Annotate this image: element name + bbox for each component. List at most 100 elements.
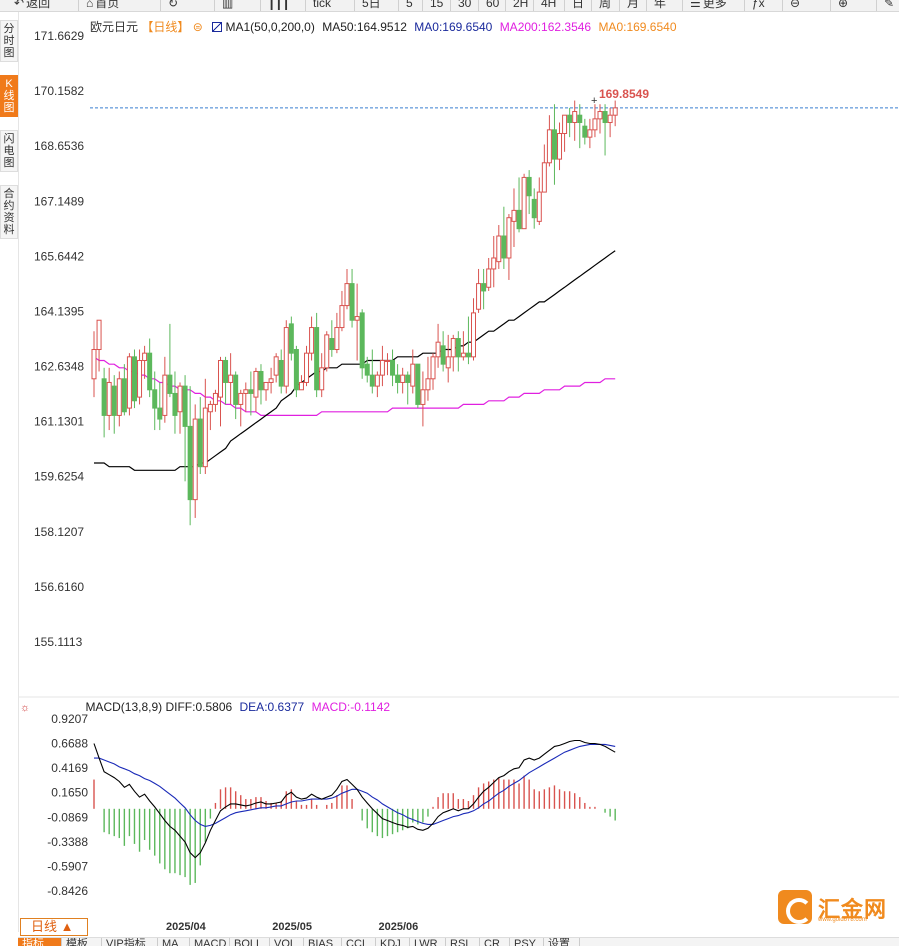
candle-body[interactable] <box>101 378 107 416</box>
indicator-tab[interactable]: PSY <box>510 938 544 946</box>
indicator-tab[interactable]: LWR <box>410 938 446 946</box>
candle-body[interactable] <box>157 407 163 420</box>
candle-body[interactable] <box>202 407 208 468</box>
candle-body[interactable] <box>491 257 497 270</box>
candle-body[interactable] <box>147 352 153 391</box>
indicator-tab[interactable]: VOL <box>270 938 304 946</box>
period-week[interactable]: 周 <box>599 0 611 11</box>
candle-body[interactable] <box>400 374 406 383</box>
candle-body[interactable] <box>96 319 102 351</box>
candle-body[interactable] <box>304 352 310 383</box>
candle-body[interactable] <box>283 327 289 387</box>
candle-body[interactable] <box>258 370 264 391</box>
sun-icon[interactable]: ☼ <box>20 702 31 714</box>
indicator-tab[interactable]: VIP指标 <box>102 938 158 946</box>
candle-body[interactable] <box>172 392 178 416</box>
candle-body[interactable] <box>374 374 380 387</box>
candle-body[interactable] <box>218 359 223 398</box>
period-selector[interactable]: 日线 ▲ <box>20 918 88 936</box>
candle-body[interactable] <box>121 378 127 413</box>
candle-body[interactable] <box>511 209 517 222</box>
indicator-tab[interactable]: MA <box>158 938 190 946</box>
zoom-in-button[interactable]: ⊕ <box>838 0 850 11</box>
candle-body[interactable] <box>562 114 568 134</box>
candle-body[interactable] <box>238 392 244 405</box>
candle-body[interactable] <box>142 352 148 361</box>
candle-body[interactable] <box>582 125 588 138</box>
period-4h[interactable]: 4H <box>541 0 556 11</box>
candle-body[interactable] <box>309 327 315 354</box>
candle-body[interactable] <box>607 114 613 124</box>
candle-body[interactable] <box>152 389 158 409</box>
tab-contract[interactable]: 合约资料 <box>0 185 18 239</box>
candle-body[interactable] <box>207 403 213 413</box>
candle-body[interactable] <box>278 359 284 387</box>
candle-body[interactable] <box>197 418 203 468</box>
period-label[interactable]: 【日线】 <box>141 20 190 34</box>
candle-body[interactable] <box>516 209 522 230</box>
period-2h[interactable]: 2H <box>513 0 528 11</box>
period-day[interactable]: 日 <box>572 0 584 11</box>
tab-flash[interactable]: 闪电图 <box>0 130 18 172</box>
candle-body[interactable] <box>248 389 254 394</box>
candle-body[interactable] <box>410 363 416 387</box>
candle-body[interactable] <box>440 345 446 365</box>
tab-timeshare[interactable]: 分时图 <box>0 20 18 62</box>
candle-body[interactable] <box>572 111 578 124</box>
candle-body[interactable] <box>126 356 132 409</box>
candle-body[interactable] <box>465 352 471 358</box>
candle-type-button[interactable]: ┃┃┃ <box>268 0 292 11</box>
candle-body[interactable] <box>602 111 608 124</box>
candle-body[interactable] <box>228 374 234 383</box>
candle-body[interactable] <box>253 370 259 398</box>
candle-body[interactable] <box>390 359 396 376</box>
candle-body[interactable] <box>486 268 492 288</box>
candle-body[interactable] <box>212 392 218 405</box>
candle-body[interactable] <box>298 381 304 391</box>
candle-body[interactable] <box>455 338 461 358</box>
candle-body[interactable] <box>324 334 330 369</box>
candle-body[interactable] <box>369 374 375 387</box>
candle-body[interactable] <box>314 327 320 391</box>
candle-body[interactable] <box>167 374 173 394</box>
checkbox-icon[interactable] <box>212 22 223 32</box>
indicator-tab[interactable]: CCI <box>342 938 376 946</box>
indicator-tab[interactable]: 指标 <box>18 938 62 946</box>
candle-body[interactable] <box>476 283 482 310</box>
indicator-tab[interactable]: RSI <box>446 938 480 946</box>
candle-body[interactable] <box>612 107 618 116</box>
candle-body[interactable] <box>430 356 436 380</box>
candle-body[interactable] <box>91 349 97 380</box>
candle-body[interactable] <box>405 374 411 383</box>
more-button[interactable]: ☰ 更多 <box>690 0 727 11</box>
candle-body[interactable] <box>354 316 360 321</box>
candle-body[interactable] <box>526 176 532 197</box>
candle-body[interactable] <box>329 338 335 351</box>
home-button[interactable]: ⌂ 首页 <box>86 0 119 11</box>
candle-body[interactable] <box>460 352 466 358</box>
indicator-tab[interactable]: MACD <box>190 938 230 946</box>
candle-body[interactable] <box>263 381 269 391</box>
period-30[interactable]: 30 <box>458 0 471 11</box>
candle-body[interactable] <box>182 385 188 427</box>
candle-body[interactable] <box>521 176 527 230</box>
indicator-tab[interactable]: 设置 <box>544 938 580 946</box>
candle-body[interactable] <box>501 235 507 259</box>
candle-body[interactable] <box>435 341 441 358</box>
candle-body[interactable] <box>551 129 557 160</box>
candle-body[interactable] <box>273 356 279 376</box>
candle-body[interactable] <box>425 378 431 391</box>
candle-body[interactable] <box>131 356 137 402</box>
candle-body[interactable] <box>116 378 122 416</box>
candle-body[interactable] <box>536 191 542 222</box>
period-15[interactable]: 15 <box>430 0 443 11</box>
indicator-tab[interactable]: BIAS <box>304 938 342 946</box>
candle-body[interactable] <box>546 129 552 164</box>
candle-body[interactable] <box>577 114 583 124</box>
candle-body[interactable] <box>420 389 426 405</box>
candle-body[interactable] <box>557 132 563 160</box>
candle-body[interactable] <box>541 162 547 193</box>
candle-body[interactable] <box>471 312 476 358</box>
candle-body[interactable] <box>506 217 512 259</box>
